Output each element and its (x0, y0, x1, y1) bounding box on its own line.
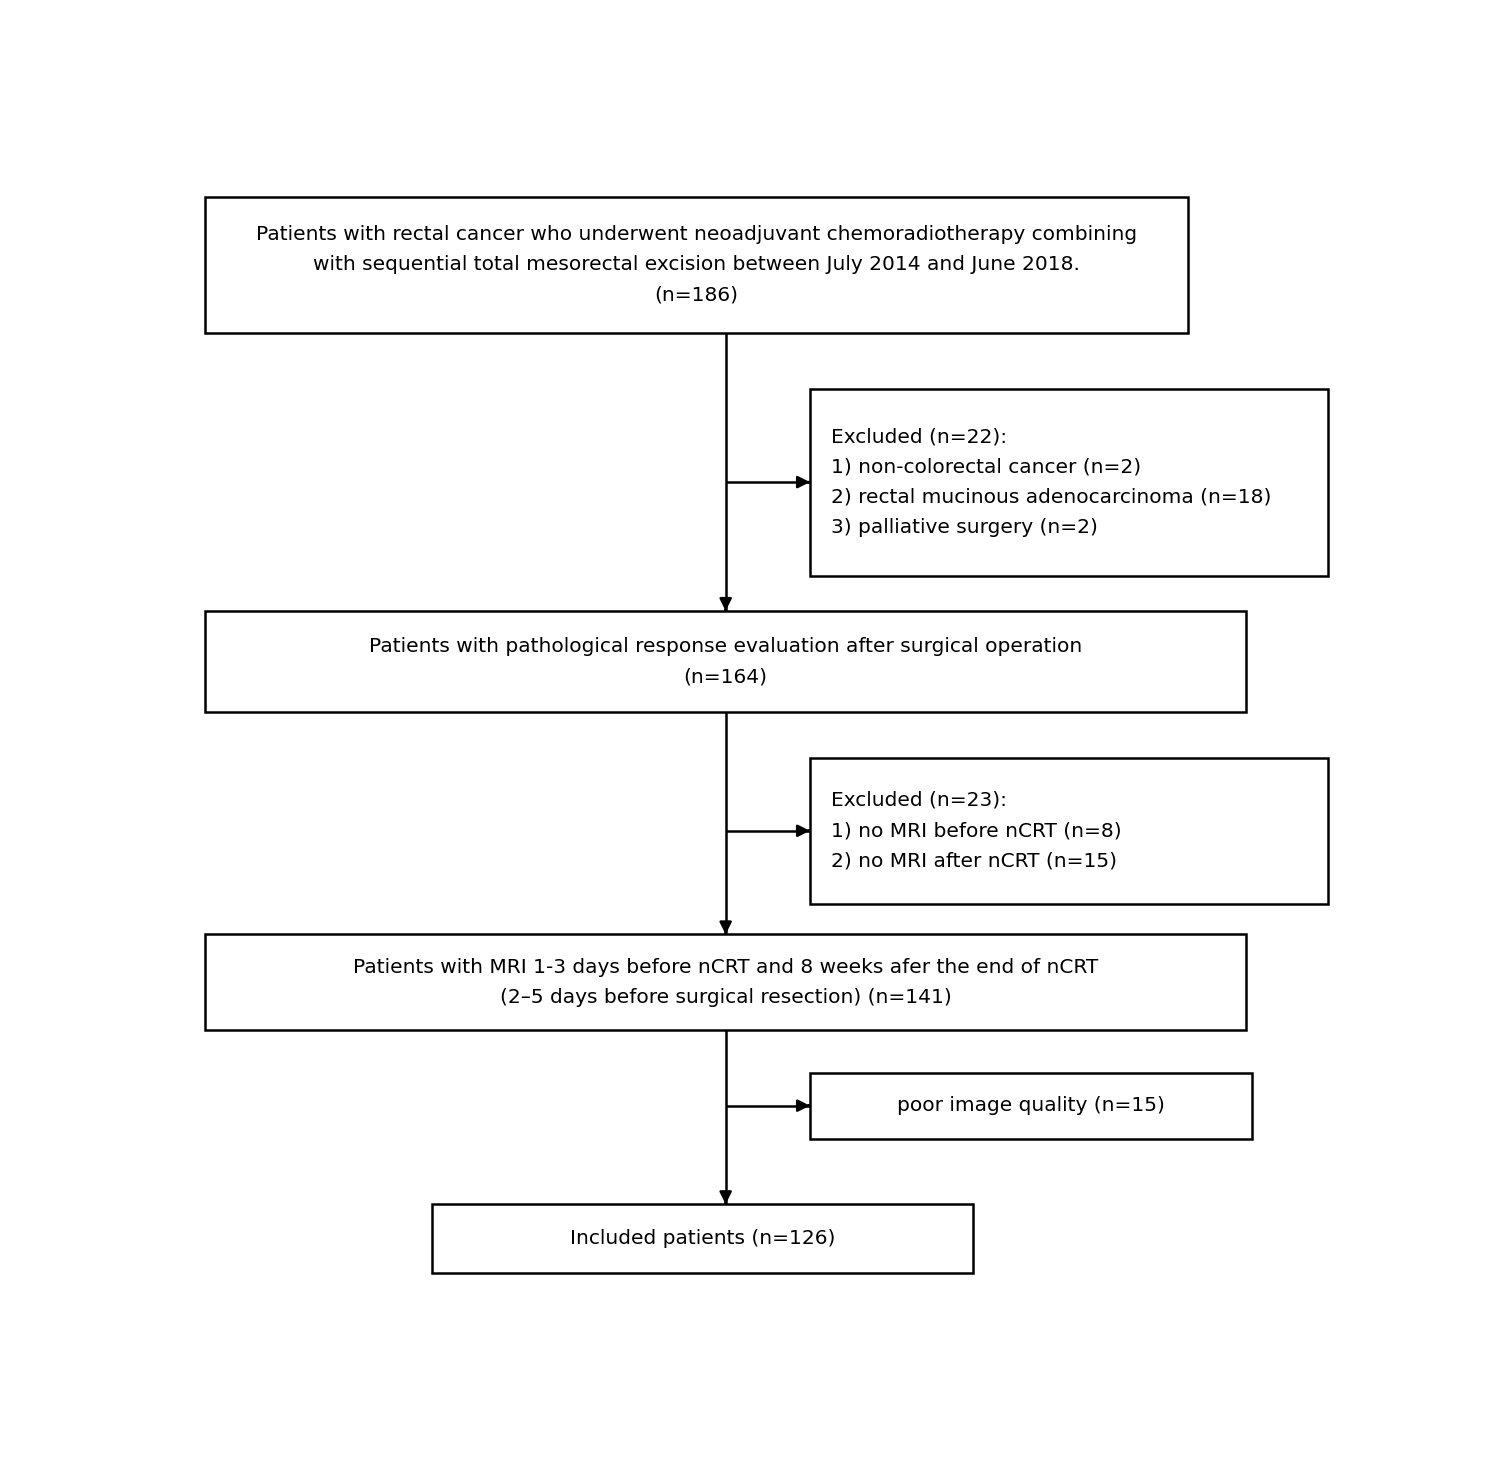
Text: 2) no MRI after nCRT (n=15): 2) no MRI after nCRT (n=15) (832, 851, 1117, 870)
Text: 2) rectal mucinous adenocarcinoma (n=18): 2) rectal mucinous adenocarcinoma (n=18) (832, 488, 1271, 507)
Text: with sequential total mesorectal excision between July 2014 and June 2018.: with sequential total mesorectal excisio… (314, 256, 1081, 275)
Text: Patients with MRI 1-3 days before nCRT and 8 weeks afer the end of nCRT: Patients with MRI 1-3 days before nCRT a… (353, 958, 1099, 976)
Text: Patients with rectal cancer who underwent neoadjuvant chemoradiotherapy combinin: Patients with rectal cancer who underwen… (257, 225, 1138, 244)
Bar (206, 612, 1246, 711)
Text: 1) no MRI before nCRT (n=8): 1) no MRI before nCRT (n=8) (832, 822, 1121, 841)
Text: 1) non-colorectal cancer (n=2): 1) non-colorectal cancer (n=2) (832, 457, 1141, 476)
Text: poor image quality (n=15): poor image quality (n=15) (898, 1097, 1165, 1116)
Text: (n=164): (n=164) (683, 667, 767, 686)
Bar (811, 1073, 1252, 1139)
Text: Excluded (n=22):: Excluded (n=22): (832, 428, 1007, 445)
Bar (206, 197, 1189, 334)
Text: Excluded (n=23):: Excluded (n=23): (832, 791, 1007, 810)
Bar (432, 1204, 973, 1273)
Bar (811, 388, 1328, 576)
Text: Included patients (n=126): Included patients (n=126) (570, 1229, 835, 1248)
Text: 3) palliative surgery (n=2): 3) palliative surgery (n=2) (832, 517, 1097, 537)
Text: Patients with pathological response evaluation after surgical operation: Patients with pathological response eval… (369, 637, 1082, 656)
Text: (n=186): (n=186) (654, 285, 738, 304)
Text: (2–5 days before surgical resection) (n=141): (2–5 days before surgical resection) (n=… (500, 988, 952, 1007)
Bar (811, 757, 1328, 904)
Bar (206, 935, 1246, 1030)
